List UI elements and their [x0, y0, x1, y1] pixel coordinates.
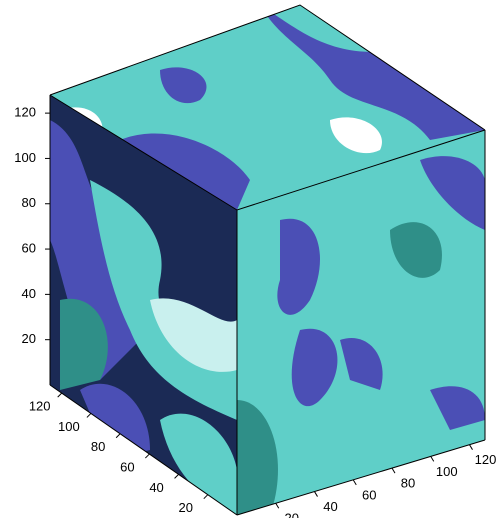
x-tick	[204, 495, 208, 499]
y-tick	[392, 468, 395, 473]
y-tick	[431, 456, 434, 461]
y-tick-label: 60	[362, 487, 376, 502]
z-tick-label: 100	[14, 150, 36, 165]
x-tick-label: 80	[91, 439, 105, 454]
x-tick	[58, 393, 62, 397]
y-tick-label: 40	[323, 499, 337, 514]
y-tick	[470, 445, 473, 450]
y-tick-label: 120	[475, 452, 497, 467]
y-tick-label: 20	[285, 511, 299, 518]
x-tick-label: 120	[29, 399, 51, 414]
chart: 20 40 60 80 100 120 20 40 60 80 100 120 20 40 60 80 100 1…	[0, 0, 504, 518]
x-tick	[116, 434, 120, 438]
x-tick-label: 40	[149, 480, 163, 495]
z-tick-label: 80	[22, 195, 36, 210]
y-tick	[315, 492, 318, 497]
y-tick	[353, 480, 356, 485]
x-tick-label: 100	[58, 419, 80, 434]
z-tick-label: 40	[22, 286, 36, 301]
z-tick-label: 20	[22, 331, 36, 346]
y-tick-label: 100	[436, 464, 458, 479]
y-tick-label: 80	[401, 476, 415, 491]
x-tick	[175, 474, 179, 478]
y-tick	[276, 503, 279, 508]
z-tick-label: 120	[14, 105, 36, 120]
x-tick-label: 20	[179, 500, 193, 515]
x-tick	[145, 454, 149, 458]
x-tick	[87, 413, 91, 417]
x-tick-label: 60	[120, 460, 134, 475]
z-tick-label: 60	[22, 241, 36, 256]
